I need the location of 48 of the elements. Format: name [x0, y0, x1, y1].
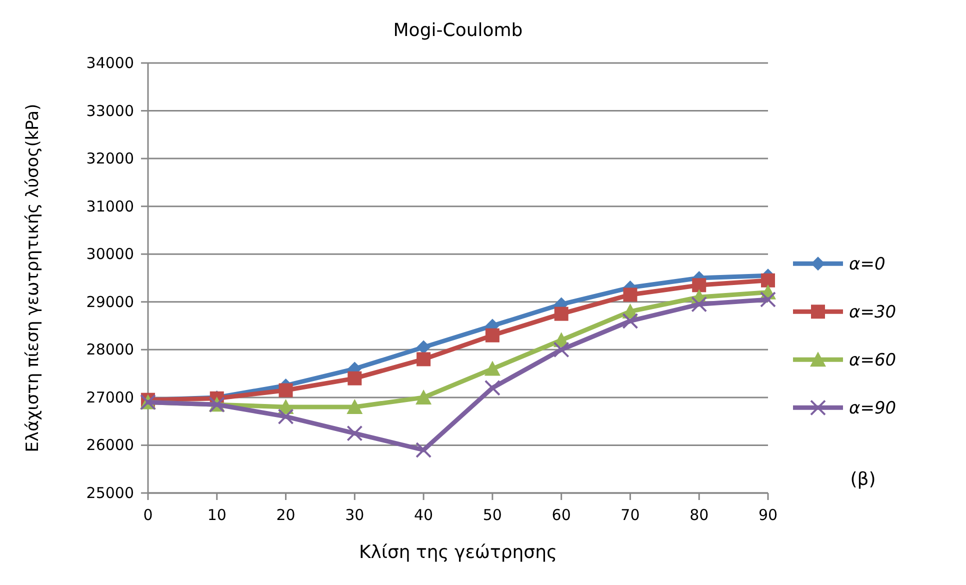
y-tick-label: 26000 — [86, 436, 134, 454]
point — [553, 342, 570, 358]
x-tick-label: 50 — [482, 506, 502, 524]
x-tick-label: 80 — [690, 506, 709, 524]
y-tick-label: 30000 — [86, 245, 134, 264]
text: (β) — [850, 469, 876, 490]
point — [416, 389, 432, 404]
chart-title: Mogi-Coulomb — [393, 20, 523, 41]
y-tick-label: 31000 — [86, 197, 134, 216]
legend-label: α=30 — [849, 302, 896, 323]
legend-label: α=0 — [849, 254, 886, 275]
x-tick-label: 30 — [345, 506, 364, 524]
x-tick-label: 90 — [758, 506, 778, 524]
x-tick-label: 20 — [276, 506, 296, 524]
point — [416, 352, 431, 366]
point — [484, 360, 500, 376]
x-tick-label: 10 — [207, 506, 226, 524]
y-tick-label: 32000 — [86, 150, 134, 168]
point — [623, 288, 638, 302]
y-tick-label: 27000 — [86, 388, 134, 406]
y-tick-label: 25000 — [86, 484, 134, 502]
y-tick-label: 34000 — [86, 54, 134, 72]
point — [348, 371, 362, 386]
x-tick-label: 60 — [552, 506, 571, 524]
point — [691, 296, 708, 312]
y-tick-label: 33000 — [86, 102, 134, 120]
legend-label: α=60 — [849, 350, 896, 371]
y-tick-label: 29000 — [86, 292, 134, 311]
point — [485, 328, 500, 342]
point — [761, 273, 775, 288]
x-tick-label: 70 — [620, 506, 640, 524]
point — [484, 380, 500, 396]
point — [346, 425, 363, 442]
y-tick-label: 28000 — [86, 340, 134, 359]
x-axis-title: Κλίση της γεώτρησης — [358, 542, 558, 563]
point — [278, 408, 294, 425]
y-axis-title: Ελάχιστη πίεση γεωτρητικής λύσος(kPa) — [23, 104, 43, 452]
point — [622, 313, 638, 329]
point — [278, 383, 293, 398]
point — [692, 278, 706, 292]
point — [760, 292, 776, 308]
point — [416, 340, 431, 354]
legend-label: α=90 — [849, 398, 896, 419]
point — [416, 442, 432, 458]
x-tick-label: 0 — [143, 506, 153, 524]
point — [346, 399, 363, 414]
x-tick-label: 40 — [414, 506, 434, 524]
point — [554, 306, 568, 321]
